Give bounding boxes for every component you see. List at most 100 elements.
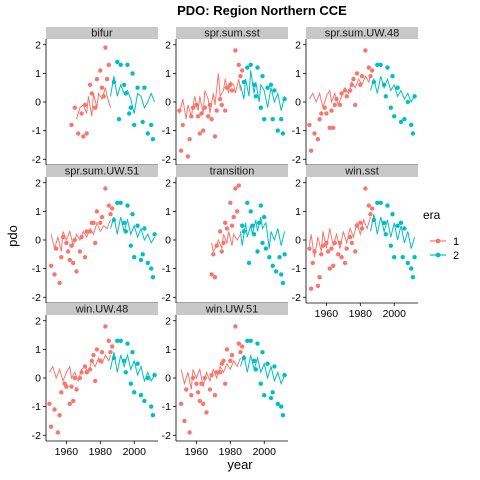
data-point-era-2 [115,59,120,65]
data-point-era-2 [246,260,252,266]
data-point-era-1 [337,240,343,246]
x-axis-title: year [227,457,253,472]
data-point-era-2 [121,358,127,363]
data-point-era-1 [93,378,98,384]
data-point-era-1 [217,370,223,375]
data-point-era-1 [238,350,243,355]
series-line-era-1 [178,73,241,120]
data-point-era-2 [258,381,263,386]
data-point-era-2 [140,252,145,257]
data-point-era-1 [370,206,375,211]
series-line-era-2 [110,216,156,245]
data-point-era-1 [178,148,184,153]
data-point-era-1 [209,117,214,122]
data-point-era-2 [272,364,277,369]
data-point-era-2 [262,214,267,220]
data-point-era-1 [327,266,332,271]
data-point-era-2 [371,217,377,223]
data-point-era-1 [99,214,105,220]
x-tick-label: 2000 [253,446,277,458]
data-point-era-1 [99,85,105,90]
facet-panel-spr.sum.sst: spr.sum.sst -2 -1 0 1 2 [162,27,288,168]
data-point-era-1 [201,401,206,406]
data-point-era-2 [135,85,140,90]
facet-strip [306,27,418,39]
series-line-era-2 [240,354,286,386]
data-point-era-1 [324,240,329,246]
data-point-era-2 [282,252,287,257]
series-line-era-2 [370,76,416,104]
data-point-era-2 [385,65,390,70]
y-tick-label: -1 [32,125,41,137]
data-point-era-2 [142,226,147,231]
x-tick-label: 1980 [89,446,113,458]
data-point-era-1 [72,237,78,243]
data-point-era-2 [255,249,260,254]
chart-title: PDO: Region Northern CCE [177,3,347,18]
data-point-era-2 [132,255,137,260]
y-tick-label: -2 [292,292,301,304]
data-point-era-1 [91,352,96,358]
series-line-era-2 [370,214,416,249]
data-point-era-2 [263,246,269,251]
data-point-era-1 [221,240,226,246]
data-point-era-1 [223,108,228,113]
data-point-era-1 [199,381,204,386]
data-point-era-2 [241,79,247,85]
data-point-era-1 [177,108,182,113]
data-point-era-1 [82,102,88,108]
data-point-era-2 [135,361,140,366]
data-point-era-1 [228,82,233,88]
data-point-era-1 [229,223,235,228]
data-point-era-1 [110,344,115,349]
data-point-era-1 [59,255,64,260]
data-point-era-2 [118,62,123,67]
data-point-era-2 [150,413,156,418]
data-point-era-2 [255,341,260,346]
facet-strip-label: spr.sum.UW.48 [325,28,400,40]
data-point-era-1 [93,240,98,246]
data-point-era-2 [142,398,147,404]
data-point-era-1 [224,85,230,90]
y-tick-label: 1 [35,68,41,80]
data-point-era-2 [150,137,156,142]
data-point-era-1 [184,387,189,392]
y-tick-label: 0 [295,97,301,109]
data-point-era-1 [319,111,324,116]
data-point-era-1 [72,105,78,110]
facet-strip [176,27,288,39]
data-point-era-1 [60,234,66,240]
data-point-era-1 [82,255,88,260]
data-point-era-2 [130,212,135,217]
data-point-era-2 [371,79,377,85]
data-point-era-2 [135,223,140,228]
data-point-era-2 [138,393,144,398]
data-point-era-1 [79,234,84,240]
data-point-era-1 [320,243,326,248]
y-tick-label: 1 [165,68,171,80]
y-tick-label: 0 [35,97,41,109]
data-point-era-1 [336,252,341,257]
data-point-era-2 [388,105,393,110]
data-point-era-1 [325,249,331,254]
data-point-era-1 [370,68,375,73]
x-tick-label: 2000 [383,308,407,320]
data-point-era-1 [331,263,336,268]
data-point-era-1 [329,108,334,113]
data-point-era-1 [233,324,238,329]
data-point-era-1 [319,252,324,257]
facet-panel-spr.sum.UW.48: spr.sum.UW.48 -2 -1 0 1 2 [292,27,418,168]
data-point-era-1 [94,76,100,82]
x-tick-label: 1960 [55,446,79,458]
facet-panel-win.sst: win.sst -2 -1 0 1 2 1960 1980 2000 [292,165,418,320]
y-tick-label: 2 [295,177,301,189]
y-tick-label: 2 [165,315,171,327]
data-point-era-2 [125,203,130,208]
data-point-era-2 [123,229,128,234]
data-point-era-1 [108,212,113,217]
data-point-era-1 [219,249,224,254]
data-point-era-2 [149,266,154,271]
facet-strip [46,303,158,315]
data-point-era-1 [238,74,243,79]
data-point-era-1 [317,117,322,122]
